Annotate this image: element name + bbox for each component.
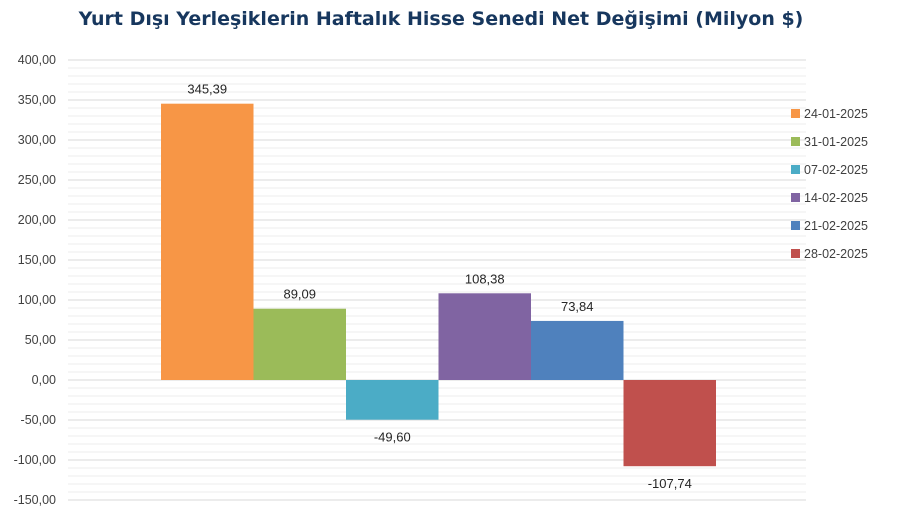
legend: 24-01-2025 31-01-2025 07-02-2025 14-02-2025… bbox=[791, 107, 868, 261]
data-labels: 345,39 89,09 -49,60 108,38 73,84 -107,74 bbox=[187, 82, 691, 492]
legend-label-14-02-2025: 14-02-2025 bbox=[804, 191, 868, 205]
data-label-24-01-2025: 345,39 bbox=[187, 82, 227, 97]
y-tick-label: -150,00 bbox=[14, 493, 56, 507]
bar-31-01-2025 bbox=[253, 308, 346, 380]
bar-24-01-2025 bbox=[161, 103, 254, 381]
legend-label-28-02-2025: 28-02-2025 bbox=[804, 247, 868, 261]
y-tick-label: -100,00 bbox=[14, 453, 56, 467]
legend-swatch-24-01-2025 bbox=[791, 109, 800, 118]
data-label-14-02-2025: 108,38 bbox=[465, 271, 505, 286]
data-label-07-02-2025: -49,60 bbox=[374, 430, 411, 445]
y-tick-label: 250,00 bbox=[18, 173, 56, 187]
legend-label-07-02-2025: 07-02-2025 bbox=[804, 163, 868, 177]
y-tick-label: 400,00 bbox=[18, 53, 56, 67]
y-tick-label: 50,00 bbox=[25, 333, 56, 347]
y-tick-label: -50,00 bbox=[21, 413, 56, 427]
legend-swatch-07-02-2025 bbox=[791, 165, 800, 174]
data-label-31-01-2025: 89,09 bbox=[283, 287, 316, 302]
legend-swatch-31-01-2025 bbox=[791, 137, 800, 146]
data-label-28-02-2025: -107,74 bbox=[648, 476, 692, 491]
chart-title: Yurt Dışı Yerleşiklerin Haftalık Hisse S… bbox=[78, 8, 804, 30]
y-tick-label: 350,00 bbox=[18, 93, 56, 107]
y-tick-label: 200,00 bbox=[18, 213, 56, 227]
bar-07-02-2025 bbox=[346, 380, 439, 420]
y-tick-label: 100,00 bbox=[18, 293, 56, 307]
y-tick-label: 0,00 bbox=[32, 373, 56, 387]
bar-21-02-2025 bbox=[531, 320, 624, 380]
y-axis-ticks: 400,00 350,00 300,00 250,00 200,00 150,00 100,… bbox=[14, 53, 56, 507]
legend-label-21-02-2025: 21-02-2025 bbox=[804, 219, 868, 233]
legend-swatch-21-02-2025 bbox=[791, 221, 800, 230]
data-label-21-02-2025: 73,84 bbox=[561, 299, 594, 314]
bars bbox=[161, 103, 716, 467]
y-tick-label: 150,00 bbox=[18, 253, 56, 267]
y-tick-label: 300,00 bbox=[18, 133, 56, 147]
bar-14-02-2025 bbox=[438, 293, 531, 380]
legend-swatch-28-02-2025 bbox=[791, 249, 800, 258]
legend-swatch-14-02-2025 bbox=[791, 193, 800, 202]
legend-label-31-01-2025: 31-01-2025 bbox=[804, 135, 868, 149]
legend-label-24-01-2025: 24-01-2025 bbox=[804, 107, 868, 121]
bar-28-02-2025 bbox=[623, 380, 716, 467]
